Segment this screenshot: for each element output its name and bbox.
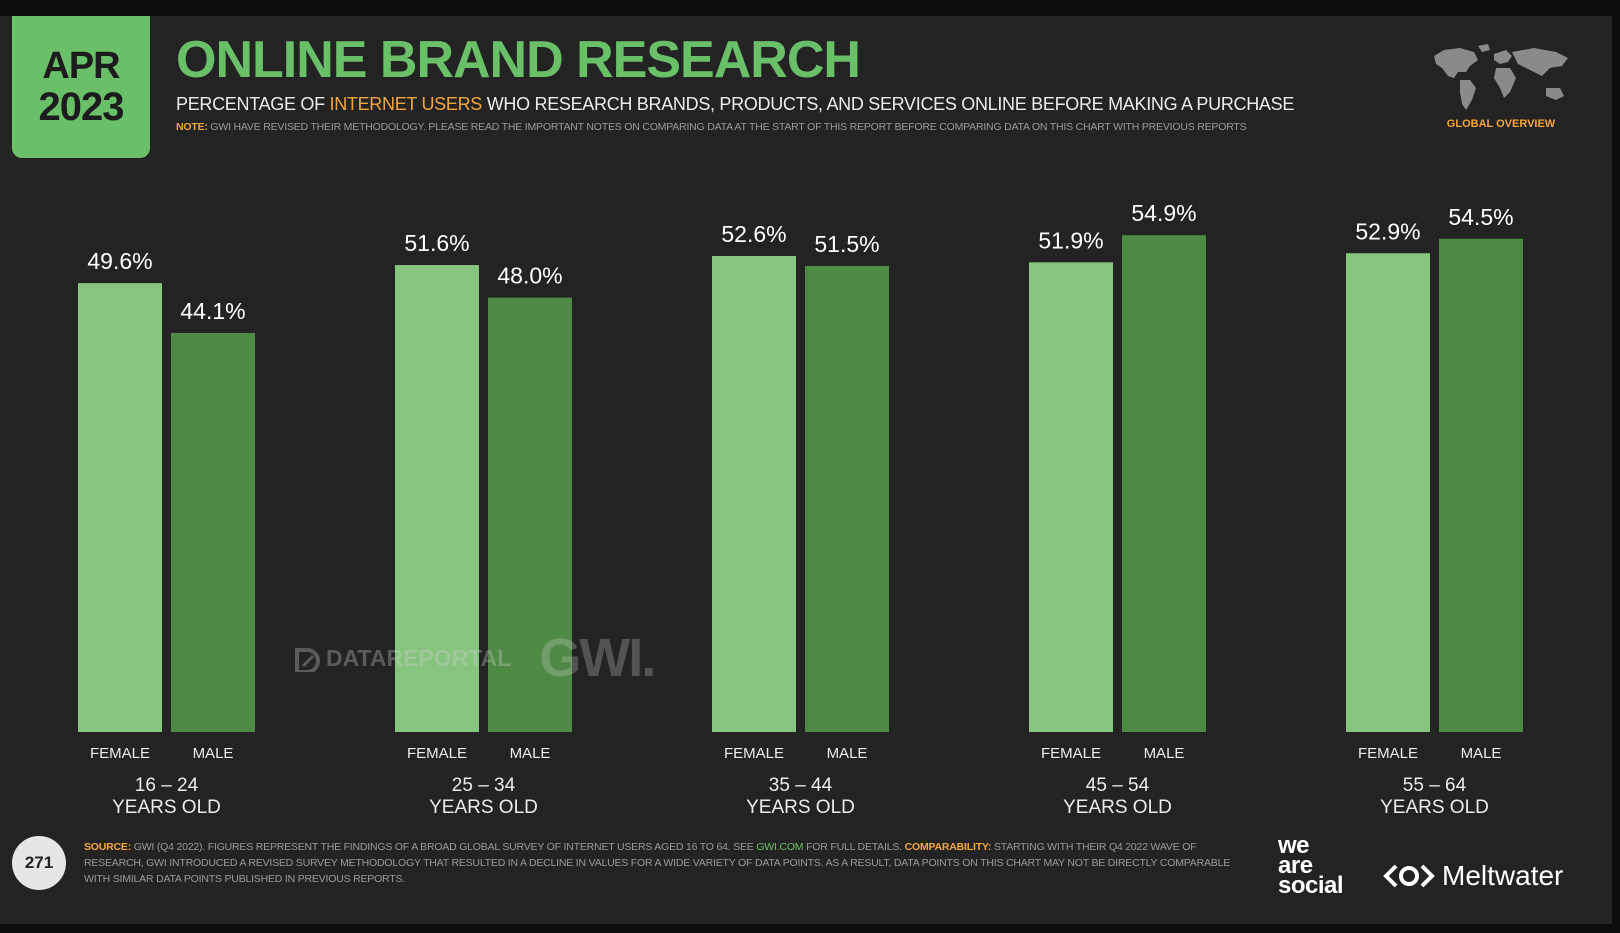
data-label-male-3: 51.5%	[814, 231, 879, 257]
bar-male-4	[1122, 235, 1206, 732]
series-label-female-3: FEMALE	[724, 745, 784, 762]
data-label-male-2: 48.0%	[497, 263, 562, 289]
data-label-female-3: 52.6%	[721, 221, 786, 247]
gwi-watermark: GWI.	[539, 628, 656, 688]
data-label-female-1: 49.6%	[87, 248, 152, 274]
bar-male-1	[171, 332, 255, 732]
source-label: SOURCE:	[84, 841, 132, 853]
datareportal-watermark: DATAREPORTAL	[326, 644, 512, 671]
category-label-5: 55 – 64	[1403, 775, 1467, 796]
chart-subtitle: PERCENTAGE OF INTERNET USERS WHO RESEARC…	[176, 94, 1294, 115]
bar-female-1	[78, 283, 162, 732]
bar-male-5	[1439, 238, 1523, 732]
bar-female-5	[1346, 253, 1430, 732]
logo-word-social: social	[1278, 872, 1344, 899]
meltwater-text: Meltwater	[1442, 860, 1564, 891]
subtitle-pre: PERCENTAGE OF	[176, 94, 330, 114]
comparability-text: STARTING WITH THEIR Q4 2022 WAVE OF RESE…	[84, 841, 1231, 885]
logo-word-are: are	[1278, 852, 1313, 879]
series-label-male-3: MALE	[827, 745, 868, 762]
source-text-1: GWI (Q4 2022). FIGURES REPRESENT THE FIN…	[131, 841, 757, 853]
data-label-female-4: 51.9%	[1038, 227, 1103, 253]
source-note: SOURCE: GWI (Q4 2022). FIGURES REPRESENT…	[84, 839, 1244, 887]
category-suffix-1: YEARS OLD	[112, 797, 221, 818]
datareportal-logo-icon	[295, 648, 320, 672]
methodology-note: NOTE: GWI HAVE REVISED THEIR METHODOLOGY…	[176, 121, 1247, 133]
series-label-female-4: FEMALE	[1041, 745, 1101, 762]
note-text: GWI HAVE REVISED THEIR METHODOLOGY. PLEA…	[207, 121, 1247, 133]
watermark: DATAREPORTAL GWI.	[294, 627, 656, 689]
data-label-male-1: 44.1%	[180, 298, 245, 324]
category-suffix-4: YEARS OLD	[1063, 797, 1172, 818]
category-label-4: 45 – 54	[1086, 775, 1150, 796]
series-label-male-4: MALE	[1144, 745, 1185, 762]
logo-word-we: we	[1278, 832, 1310, 859]
category-suffix-2: YEARS OLD	[429, 797, 538, 818]
comparability-label: COMPARABILITY:	[904, 841, 992, 853]
world-map-icon	[1434, 44, 1568, 110]
date-badge: APR 2023	[12, 16, 150, 158]
we-are-social-logo: we are social	[1278, 832, 1344, 899]
category-suffix-3: YEARS OLD	[746, 797, 855, 818]
category-suffix-5: YEARS OLD	[1380, 797, 1489, 818]
global-overview-label: GLOBAL OVERVIEW	[1446, 118, 1556, 130]
source-text-2: FOR FULL DETAILS.	[803, 841, 905, 853]
meltwater-logo: Meltwater	[1382, 860, 1563, 892]
subtitle-highlight: INTERNET USERS	[329, 94, 483, 114]
date-year: 2023	[38, 85, 125, 129]
series-label-female-1: FEMALE	[90, 745, 150, 762]
category-label-1: 16 – 24	[135, 775, 199, 796]
data-label-female-5: 52.9%	[1355, 218, 1420, 244]
meltwater-icon	[1383, 864, 1435, 888]
bar-male-3	[805, 265, 889, 732]
category-label-3: 35 – 44	[769, 775, 833, 796]
source-link[interactable]: GWI.COM	[756, 841, 804, 853]
chart-title: ONLINE BRAND RESEARCH	[176, 31, 861, 89]
data-label-female-2: 51.6%	[404, 230, 469, 256]
bar-female-2	[395, 265, 479, 732]
bar-male-2	[488, 297, 572, 732]
series-label-male-5: MALE	[1461, 745, 1502, 762]
series-label-male-1: MALE	[193, 745, 234, 762]
category-label-2: 25 – 34	[452, 775, 516, 796]
bar-female-4	[1029, 262, 1113, 732]
data-label-male-4: 54.9%	[1131, 200, 1196, 226]
note-label: NOTE:	[176, 121, 208, 133]
page-number: 271	[12, 836, 66, 890]
series-label-male-2: MALE	[510, 745, 551, 762]
data-label-male-5: 54.5%	[1448, 204, 1513, 230]
series-label-female-5: FEMALE	[1358, 745, 1418, 762]
bar-female-3	[712, 255, 796, 732]
subtitle-post: WHO RESEARCH BRANDS, PRODUCTS, AND SERVI…	[482, 94, 1295, 114]
date-month: APR	[42, 45, 120, 87]
series-label-female-2: FEMALE	[407, 745, 467, 762]
